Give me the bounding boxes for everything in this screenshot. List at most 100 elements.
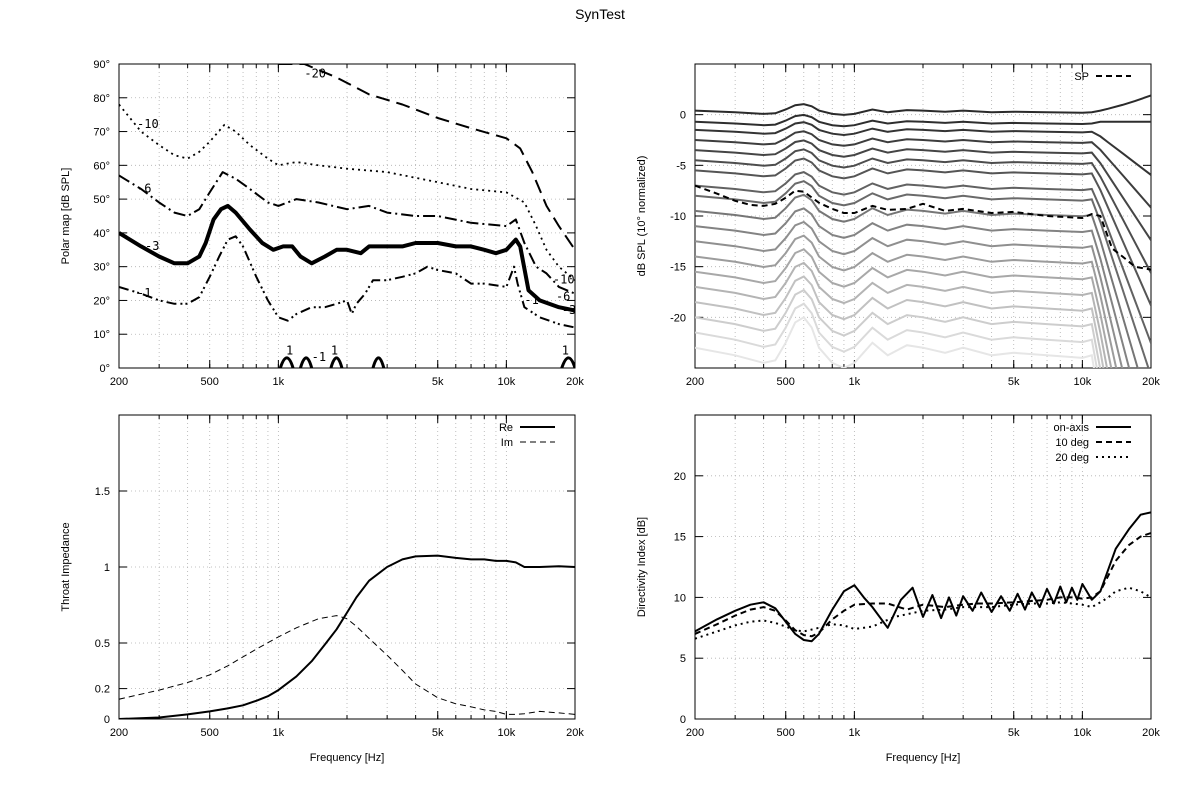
im-curve [119, 615, 575, 715]
legend-label: Im [501, 437, 513, 449]
family-curve [695, 315, 1095, 368]
contour-line--20 [278, 64, 575, 251]
family-curve [695, 148, 1151, 274]
y-axis-label: Directivity Index [dB] [636, 517, 648, 617]
y-tick-label: 90° [93, 59, 110, 71]
contour-label: -1 [137, 286, 151, 300]
y-tick-label: -5 [676, 160, 686, 172]
family-group [695, 94, 1151, 368]
family-curve [695, 139, 1151, 241]
legend-label: 20 deg [1055, 452, 1089, 464]
y-tick-label: 20 [674, 471, 686, 483]
contour-island [278, 356, 295, 368]
y-tick-label: 0.5 [95, 638, 110, 650]
x-tick-label: 200 [110, 376, 128, 388]
contour-label: -20 [304, 67, 326, 81]
x-tick-label: 20k [1142, 727, 1160, 739]
family-curve [695, 248, 1113, 368]
y-tick-label: 30° [93, 262, 110, 274]
y-tick-label: 50° [93, 194, 110, 206]
family-curve [695, 302, 1098, 368]
on-axis-curve [695, 511, 1151, 643]
family-curve [695, 157, 1151, 306]
y-tick-label: 40° [93, 228, 110, 240]
family-curve [695, 121, 1151, 176]
directivity-index-panel: 200 500 1k 5k 10k 20k 0 5 10 15 20 Directivity Inde… [636, 414, 1160, 764]
throat-impedance-panel: 200 500 1k 5k 10k 20k 0 0.2 0.5 1 1.5 Throat Impeda… [60, 414, 584, 764]
x-tick-label: 1k [849, 727, 861, 739]
x-tick-label: 5k [432, 376, 444, 388]
contour-island [371, 356, 386, 368]
contour-label: -6 [556, 289, 570, 303]
x-tick-label: 10k [1073, 727, 1091, 739]
contour-group [119, 64, 575, 368]
polar-map-panel: 200 500 1k 5k 10k 20k 0° 10° 20° 30° 40° 50° 60° 70° 8… [60, 59, 584, 388]
y-tick-label: 0° [99, 363, 110, 375]
legend-label: SP [1074, 71, 1089, 83]
y-tick-label: 70° [93, 127, 110, 139]
contour-island [329, 356, 344, 368]
x-tick-label: 200 [110, 727, 128, 739]
x-tick-label: 500 [777, 727, 795, 739]
x-axis-label: Frequency [Hz] [886, 752, 961, 764]
family-curve [695, 261, 1109, 368]
contour-label: -10 [137, 117, 159, 131]
10deg-curve [695, 532, 1151, 638]
re-curve [119, 554, 575, 719]
family-curve [695, 220, 1124, 368]
x-tick-label: 500 [201, 727, 219, 739]
y-axis-label: dB SPL (10° normalized) [636, 156, 648, 277]
contour-label: -1 [524, 293, 538, 307]
contour-label: -3 [145, 239, 159, 253]
contour-line--1 [119, 235, 575, 329]
family-curve [695, 288, 1102, 368]
x-tick-label: 20k [1142, 376, 1160, 388]
y-tick-label: -10 [670, 211, 686, 223]
y-tick-label: 20° [93, 295, 110, 307]
x-axis-label: Frequency [Hz] [310, 752, 385, 764]
x-tick-label: 200 [686, 727, 704, 739]
y-tick-label: 60° [93, 160, 110, 172]
y-tick-label: 5 [680, 653, 686, 665]
family-curve [695, 275, 1105, 368]
x-tick-label: 200 [686, 376, 704, 388]
y-tick-label: 0.2 [95, 684, 110, 696]
contour-label: 1 [286, 343, 293, 357]
legend-label: on-axis [1054, 422, 1090, 434]
legend-label: Re [499, 422, 513, 434]
family-curve [695, 180, 1150, 368]
x-tick-label: 10k [497, 727, 515, 739]
y-tick-label: 1 [104, 562, 110, 574]
y-tick-label: -15 [670, 262, 686, 274]
x-tick-label: 20k [566, 727, 584, 739]
contour-label: -6 [137, 181, 151, 195]
x-tick-label: 5k [432, 727, 444, 739]
contour-label: -1 [312, 350, 326, 364]
x-tick-label: 500 [777, 376, 795, 388]
legend-label: 10 deg [1055, 437, 1089, 449]
x-tick-label: 1k [273, 727, 285, 739]
x-tick-label: 1k [849, 376, 861, 388]
contour-island [299, 356, 314, 368]
contour-line--10 [119, 103, 575, 281]
x-tick-label: 5k [1008, 376, 1020, 388]
contour-label: 1 [331, 343, 338, 357]
y-axis-label: Throat Impedance [60, 522, 72, 611]
y-tick-label: 10 [674, 592, 686, 604]
family-curve [695, 193, 1139, 368]
x-tick-label: 5k [1008, 727, 1020, 739]
family-curve [695, 94, 1151, 116]
family-curve [695, 207, 1131, 368]
y-tick-label: 0 [680, 714, 686, 726]
y-tick-label: 0 [104, 714, 110, 726]
contour-label: 1 [562, 343, 569, 357]
20deg-curve [695, 586, 1151, 640]
x-tick-label: 1k [273, 376, 285, 388]
y-tick-label: 0 [680, 110, 686, 122]
di-group [695, 511, 1151, 643]
contour-line--6 [119, 171, 575, 295]
y-tick-label: 10° [93, 329, 110, 341]
impedance-group [119, 554, 575, 719]
figure-title: SynTest [575, 6, 625, 22]
